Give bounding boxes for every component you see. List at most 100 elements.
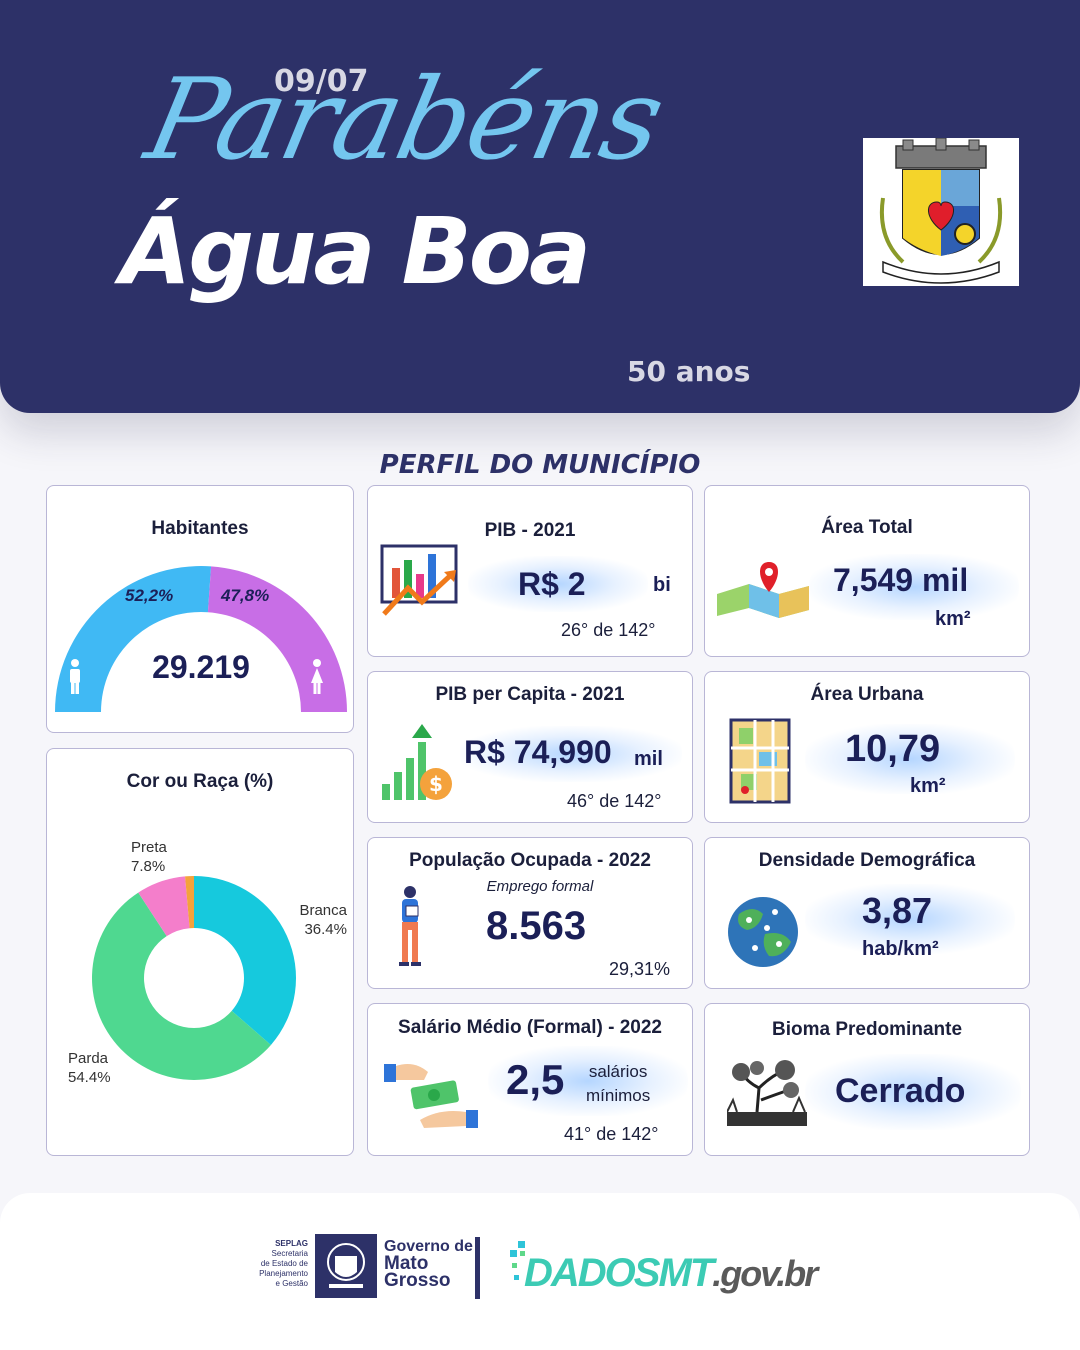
globe-people-icon <box>728 897 798 967</box>
footer-divider <box>475 1237 480 1299</box>
pib-value: R$ 2 <box>518 566 586 602</box>
pib-unit: bi <box>653 574 671 596</box>
donut-slice-parda <box>92 892 271 1080</box>
area-urbana-card: Área Urbana 10,79 km² <box>704 671 1030 823</box>
seplag-text: SEPLAG Secretaria de Estado de Planejame… <box>250 1239 308 1289</box>
map-pin-icon <box>717 562 809 618</box>
area-total-card: Área Total 7,549 mil km² <box>704 485 1030 657</box>
svg-text:$: $ <box>429 772 443 796</box>
habitantes-card: Habitantes 29.219 52,2% 47,8% <box>46 485 354 733</box>
money-hands-icon <box>384 1064 478 1128</box>
bioma-glow <box>805 1054 1021 1130</box>
populacao-percent: 29,31% <box>609 959 671 979</box>
habitantes-total: 29.219 <box>152 649 250 685</box>
salario-rank: 41° de 142° <box>564 1124 659 1144</box>
seplag-line-4: Planejamento <box>259 1269 308 1278</box>
script-title: Parabéns <box>136 55 673 185</box>
cor-raca-title: Cor ou Raça (%) <box>126 771 274 792</box>
seplag-line-5: e Gestão <box>275 1279 308 1288</box>
area-urbana-unit: km² <box>910 775 946 797</box>
area-urbana-title: Área Urbana <box>810 684 924 705</box>
female-percentage: 47,8% <box>221 586 270 605</box>
city-map-icon <box>729 718 791 804</box>
gov-line-1: Governo de <box>384 1238 473 1255</box>
pib-card: PIB - 2021 R$ 2 bi 26° de 142° <box>367 485 693 657</box>
seplag-line-2: Secretaria <box>271 1249 308 1258</box>
populacao-title: População Ocupada - 2022 <box>409 850 651 871</box>
anniversary-years: 50 anos <box>627 355 751 388</box>
seplag-line-3: de Estado de <box>260 1259 308 1268</box>
seplag-line-1: SEPLAG <box>275 1239 308 1248</box>
pixel-dots-icon <box>510 1241 525 1280</box>
densidade-value: 3,87 <box>862 890 933 931</box>
header-banner: Parabéns 09/07 Água Boa 50 anos <box>0 0 1080 413</box>
area-total-title: Área Total <box>821 517 913 538</box>
densidade-title: Densidade Demográfica <box>758 850 976 871</box>
area-total-unit: km² <box>935 608 971 630</box>
anniversary-date: 09/07 <box>274 64 369 99</box>
salario-value: 2,5 <box>506 1056 565 1103</box>
area-urbana-glow <box>805 724 1015 794</box>
pib-glow <box>468 556 648 612</box>
label-parda: Parda 54.4% <box>68 1049 111 1087</box>
pib-rank: 26° de 142° <box>561 620 656 640</box>
pib-title: PIB - 2021 <box>484 520 576 541</box>
label-branca-name: Branca <box>299 902 347 919</box>
label-branca: Branca 36.4% <box>293 901 347 939</box>
salario-title: Salário Médio (Formal) - 2022 <box>398 1017 662 1038</box>
pib-capita-card: PIB per Capita - 2021 $ R$ 74,990 mil 46… <box>367 671 693 823</box>
label-parda-value: 54.4% <box>68 1069 111 1086</box>
label-branca-value: 36.4% <box>304 921 347 938</box>
salario-unit: salários mínimos <box>586 1060 650 1108</box>
dadosmt-logo: DADOSMT.gov.br <box>524 1251 818 1296</box>
habitantes-title: Habitantes <box>151 518 249 539</box>
mt-text: MT <box>658 1251 714 1295</box>
salario-unit-line2: mínimos <box>586 1086 651 1105</box>
footer: SEPLAG Secretaria de Estado de Planejame… <box>0 1193 1080 1350</box>
gov-line-3: Grosso <box>384 1270 451 1291</box>
densidade-glow <box>805 884 1015 954</box>
area-total-glow <box>809 554 1019 620</box>
densidade-card: Densidade Demográfica 3,87 hab/km² <box>704 837 1030 989</box>
populacao-value: 8.563 <box>486 904 587 948</box>
growth-chart-icon <box>380 544 458 616</box>
salario-glow <box>488 1046 688 1116</box>
area-total-value: 7,549 mil <box>833 562 969 598</box>
label-preta-value: 7.8% <box>131 858 166 875</box>
mt-state-crest-logo <box>315 1234 377 1298</box>
salario-unit-line1: salários <box>588 1062 648 1081</box>
label-parda-name: Parda <box>68 1050 109 1067</box>
city-crest-logo <box>863 137 1019 286</box>
cerrado-tree-icon <box>727 1060 807 1126</box>
pib-capita-rank: 46° de 142° <box>567 791 662 811</box>
bioma-card: Bioma Predominante Cerrado <box>704 1003 1030 1156</box>
cor-raca-donut-chart <box>92 876 296 1080</box>
donut-slice-branca <box>194 876 296 1045</box>
area-urbana-value: 10,79 <box>845 728 941 770</box>
label-preta: Preta 7.8% <box>131 838 167 876</box>
donut-slice-preta <box>138 876 190 937</box>
salario-card: Salário Médio (Formal) - 2022 2,5 salári… <box>367 1003 693 1156</box>
densidade-unit: hab/km² <box>862 938 939 960</box>
pib-capita-glow <box>460 726 682 782</box>
populacao-card: População Ocupada - 2022 Emprego formal … <box>367 837 693 989</box>
label-preta-name: Preta <box>131 839 167 856</box>
city-name: Água Boa <box>120 198 591 305</box>
populacao-subtitle: Emprego formal <box>486 878 594 895</box>
section-title: PERFIL DO MUNICÍPIO <box>379 450 701 480</box>
money-growth-icon: $ <box>382 724 452 800</box>
bioma-title: Bioma Predominante <box>771 1019 963 1040</box>
gauge-male-segment <box>55 566 212 712</box>
male-percentage: 52,2% <box>125 586 174 605</box>
donut-slice-outros <box>185 876 194 929</box>
dados-text: DADOS <box>524 1251 660 1295</box>
bioma-value: Cerrado <box>835 1072 966 1110</box>
pib-capita-title: PIB per Capita - 2021 <box>435 684 625 705</box>
cor-raca-card: Cor ou Raça (%) Preta 7.8% Branca 36.4% … <box>46 748 354 1156</box>
male-icon <box>70 659 80 694</box>
pib-capita-unit: mil <box>634 748 663 770</box>
gov-br-text: .gov.br <box>712 1253 818 1294</box>
gov-line-2: Mato <box>384 1253 429 1274</box>
female-icon <box>311 659 323 694</box>
gauge-female-segment <box>207 566 347 712</box>
